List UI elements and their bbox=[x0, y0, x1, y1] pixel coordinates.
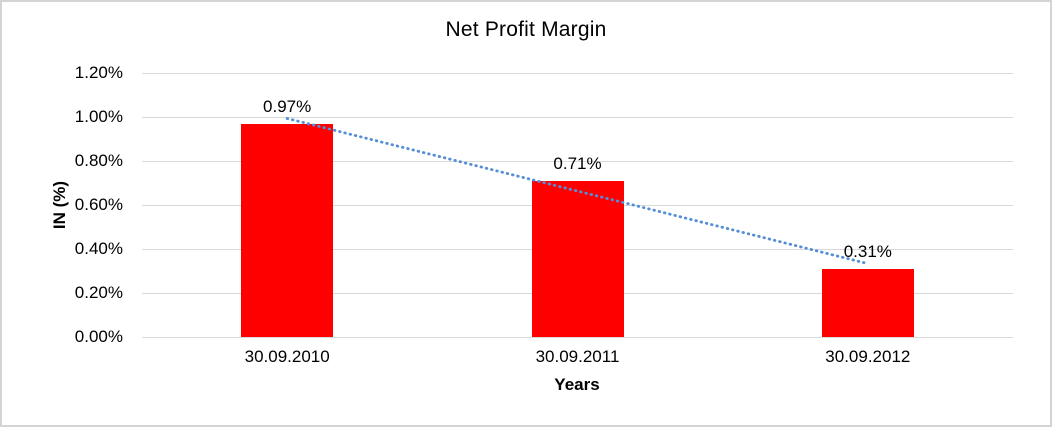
x-axis-tick-label: 30.09.2010 bbox=[244, 347, 330, 366]
data-label: 0.31% bbox=[843, 241, 892, 261]
x-axis-tick-label: 30.09.2011 bbox=[535, 347, 620, 366]
chart-title: Net Profit Margin bbox=[445, 18, 607, 41]
y-axis-tick-label: 1.00% bbox=[74, 107, 123, 126]
x-axis-title: Years bbox=[554, 375, 600, 394]
data-label: 0.71% bbox=[553, 153, 602, 173]
y-axis-tick-label: 0.40% bbox=[74, 239, 123, 258]
y-axis-tick-label: 0.60% bbox=[74, 195, 123, 214]
y-axis-tick-label: 0.80% bbox=[74, 151, 123, 170]
data-label: 0.97% bbox=[263, 96, 312, 116]
y-axis-tick-label: 1.20% bbox=[74, 63, 123, 82]
gridline bbox=[142, 337, 1013, 338]
gridline bbox=[142, 73, 1013, 74]
gridline bbox=[142, 117, 1013, 118]
bar-30.09.2012 bbox=[821, 268, 914, 337]
y-axis-tick-label: 0.00% bbox=[74, 327, 123, 346]
x-axis-tick-label: 30.09.2012 bbox=[825, 347, 911, 366]
bar-30.09.2011 bbox=[531, 180, 624, 337]
y-axis-tick-label: 0.20% bbox=[74, 283, 123, 302]
bar-30.09.2010 bbox=[241, 123, 334, 337]
